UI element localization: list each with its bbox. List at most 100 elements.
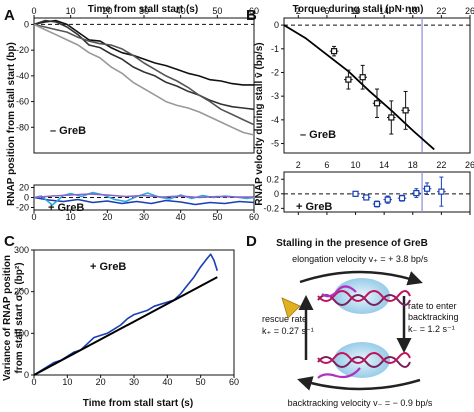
a-bottom-series-line-1 [33,196,255,206]
c-series-line-2 [33,276,218,376]
chart-a-top: 0 10 20 30 40 50 60 0 -20 -40 -60 -80 [16,6,259,154]
b-top-y-tick-label: -4 [271,115,279,125]
b-top-y-tick-label: 0 [274,20,279,30]
a-bottom-series-line-3 [33,193,254,199]
d-rate-line2: backtracking [408,312,459,322]
a-top-y-tick-label: -80 [16,122,29,132]
c-x-axis-label: Time from stall start (s) [83,398,193,409]
b-bottom-x-tick-label: 26 [465,160,474,170]
a-top-x-tick-label: 20 [102,6,112,16]
panel-letter-c: C [4,233,15,250]
a-condition-plus-greb: + GreB [48,202,84,214]
b-top-frame [283,17,471,154]
chart-b-bottom: 2 6 10 14 18 22 260.20-0.2 [263,160,474,215]
b-bottom-frame [283,171,471,213]
rnap-complex-backtracked-icon [317,342,411,379]
a-top-y-tick-label: 0 [24,19,29,29]
a-bottom-x-tick-label: 30 [139,212,149,222]
d-rate-line1: rate to enter [408,301,457,311]
panel-letter-b: B [246,7,257,24]
a-bottom-y-tick-label: -20 [16,203,29,213]
a-top-series-line-2 [33,19,255,111]
panel-d-schematic: Stalling in the presence of GreB elongat… [262,238,459,408]
a-top-series-line-3 [33,23,255,126]
b-top-x-tick-label: 14 [379,6,389,16]
a-top-x-tick-label: 0 [31,6,36,16]
b-bottom-y-tick-label: 0.2 [266,174,279,184]
b-top-y-tick-label: -5 [271,139,279,149]
b-bottom-point-6 [413,189,420,197]
b-top-point-6 [402,107,409,114]
d-rate-value: k₋ = 1.2 s⁻¹ [408,324,455,334]
b-top-x-tick-label: 18 [408,6,418,16]
b-top-y-tick-label: -1 [271,44,279,54]
b-top-axis-label: Torque during stall (pN·nm) [293,4,424,15]
c-frame [33,249,235,376]
a-top-x-tick-label: 40 [176,6,186,16]
a-bottom-y-tick-label: 20 [19,183,29,193]
a-bottom-x-tick-label: 40 [176,212,186,222]
b-bottom-x-tick-label: 10 [351,160,361,170]
b-bottom-point-7 [423,185,431,192]
chart-layer: 0 10 20 30 40 50 600-20-40-60-800 10 20 30 40 50 602… [14,6,474,387]
c-x-tick-label: 0 [31,377,36,387]
backtracking-arrow [297,376,421,391]
c-condition-plus-greb: + GreB [90,261,126,273]
b-top-fit-curve [283,24,435,151]
b-top-x-tick-label: 22 [436,6,446,16]
b-bottom-x-tick-label: 18 [408,160,418,170]
b-top-point-5 [388,114,395,121]
c-y-tick-label: 0 [24,370,29,380]
b-bottom-x-tick-label: 22 [436,160,446,170]
b-y-axis-label: RNAP velocity during stall v̄ (bp/s) [254,42,265,205]
b-top-y-tick-label: -2 [271,67,279,77]
a-top-x-tick-label: 30 [139,6,149,16]
b-bottom-x-tick-label: 14 [379,160,389,170]
d-rescue-line1: rescue rate [262,314,307,324]
elongation-arrow [299,270,423,286]
b-bottom-x-tick-label: 6 [324,160,329,170]
a-y-axis-label: RNAP position from stall start (bp) [6,42,17,206]
a-bottom-x-tick-label: 10 [66,212,76,222]
b-bottom-point-5 [398,195,406,202]
c-x-tick-label: 10 [62,377,72,387]
b-bottom-x-tick-label: 2 [296,160,301,170]
c-y-axis-label-line2: from stall start σ²ₓ (bp²) [14,262,25,373]
a-top-y-tick-label: -20 [16,45,29,55]
panel-letter-a: A [4,7,15,24]
a-top-y-tick-label: -40 [16,71,29,81]
b-bottom-point-1 [352,190,359,197]
a-top-x-tick-label: 60 [249,6,259,16]
b-top-point-3 [359,74,366,81]
c-x-tick-label: 30 [129,377,139,387]
greb-cone-icon [281,297,301,319]
d-backtracking-velocity: backtracking velocity v₋ = − 0.9 bp/s [288,398,433,408]
rnap-complex-elongating-icon [317,278,411,314]
a-bottom-y-tick-label: 0 [24,193,29,203]
a-top-axis-label: Time from stall start (s) [88,4,198,15]
c-y-tick-label: 300 [14,245,29,255]
a-top-y-tick-label: -60 [16,97,29,107]
b-top-x-tick-label: 26 [465,6,474,16]
a-top-series-line-4 [33,23,255,136]
b-bottom-point-4 [384,196,391,203]
b-bottom-y-tick-label: 0 [274,189,279,199]
b-top-x-tick-label: 2 [296,6,301,16]
b-top-point-2 [345,76,352,83]
b-bottom-point-2 [363,194,370,201]
chart-c: 0 10 20 30 40 50 60 0 100 200 300 [14,245,239,387]
b-top-point-1 [330,48,338,55]
c-x-tick-label: 20 [96,377,106,387]
b-condition-plus-greb: + GreB [296,201,332,213]
b-top-y-tick-label: -3 [271,91,279,101]
a-bottom-x-tick-label: 60 [249,212,259,222]
a-bottom-x-tick-label: 50 [212,212,222,222]
c-y-tick-label: 200 [14,287,29,297]
d-title: Stalling in the presence of GreB [276,238,428,249]
b-top-x-tick-label: 6 [324,6,329,16]
a-top-x-tick-label: 10 [66,6,76,16]
b-condition-minus-greb: – GreB [300,129,336,141]
chart-b-top: 2 6 10 14 18 22 260-1-2-3-4-5 [271,6,474,154]
